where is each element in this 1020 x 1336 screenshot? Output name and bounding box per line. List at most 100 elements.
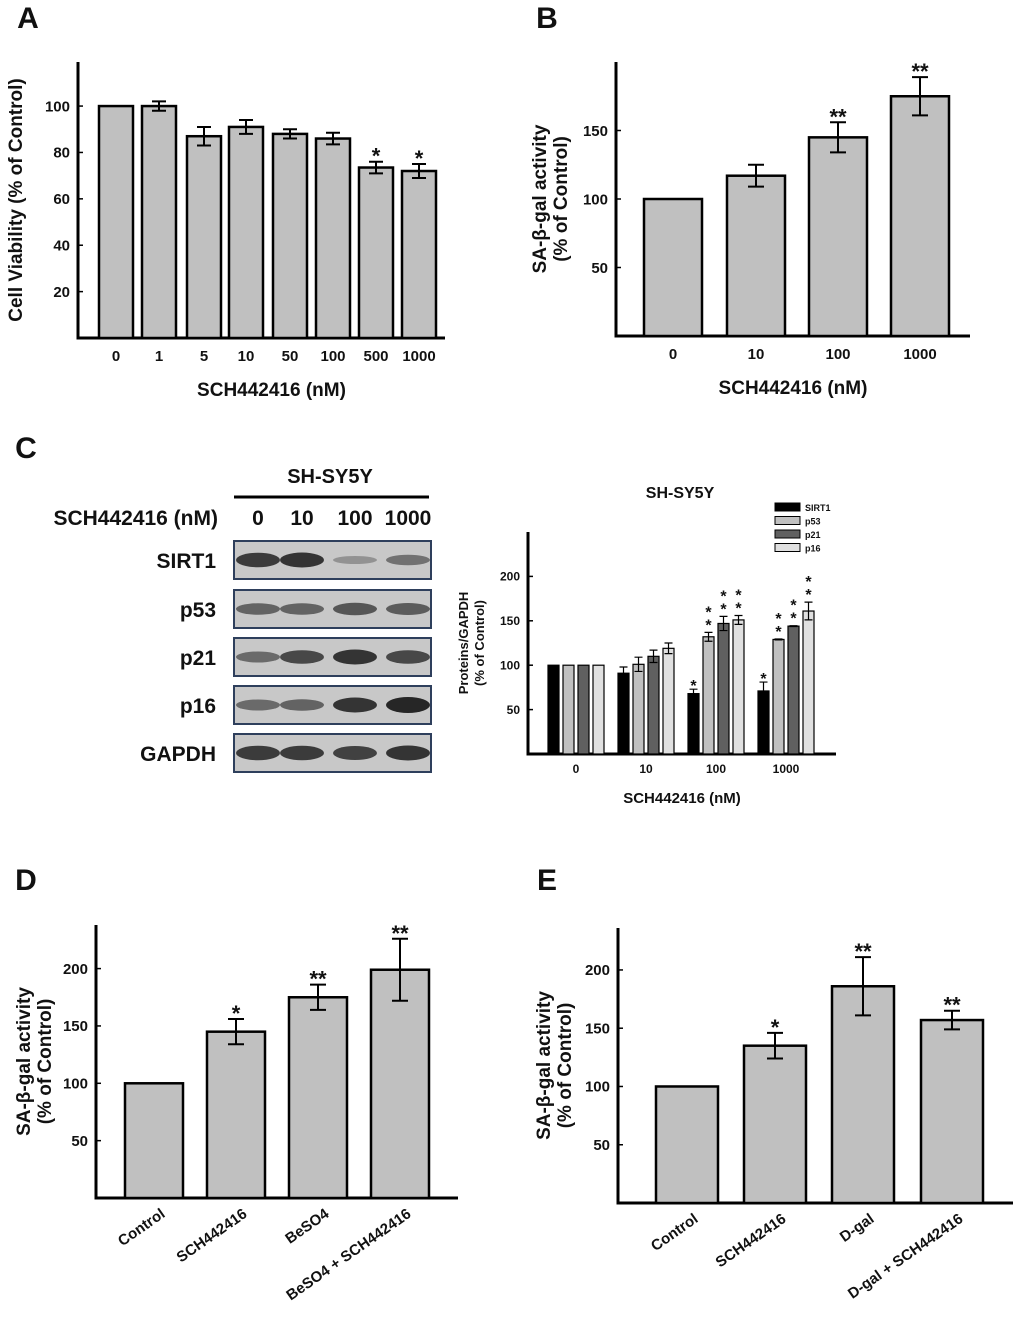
y-tick-label: 80 [53,145,70,162]
x-tick-label: 100 [825,346,850,363]
protein-band [280,603,324,615]
bar [97,104,135,340]
protein-band [236,552,280,568]
protein-band [236,603,280,615]
protein-band [236,745,280,761]
bar-sirt1 [547,664,560,755]
bar-p21 [577,664,590,755]
x-tick-label-text: SCH442416 [713,1210,790,1271]
bar-p16 [732,619,745,755]
x-tick-label: 0 [573,762,580,776]
significance-marker: * [720,601,727,618]
chart-d: SA-β-gal activity(% of Control) Control SC… [14,921,458,1304]
significance-marker: * [735,600,742,617]
error-bar [197,125,211,147]
bar [742,1044,808,1205]
error-bar [944,1009,960,1031]
y-tick-label: 60 [53,191,70,208]
panel-label-d: D [15,864,37,897]
x-tick-label: 1000 [773,762,800,776]
y-tick-label: 40 [53,237,70,254]
y-tick-label: 100 [583,191,608,208]
bar [140,104,178,340]
legend-swatch [774,502,801,512]
bar [185,134,223,340]
panel-label-a: A [17,2,39,35]
bar-p21 [647,655,660,755]
error-bar [855,956,871,1017]
x-tick-label: 1 [155,348,163,365]
protein-band [280,745,324,761]
bar [227,125,265,340]
error-bar [283,128,297,140]
significance-marker: ** [911,59,929,84]
error-bar [369,160,383,175]
x-tick-label: SCH442416 [174,1205,251,1266]
y-axis-label-line: (% of Control) [551,136,572,262]
legend-label: p53 [805,517,821,527]
legend-swatch [774,529,801,539]
x-tick-label: BeSO4 [282,1205,333,1248]
error-bar [412,163,426,179]
chart-title: SH-SY5Y [646,485,715,502]
error-bar [804,601,813,621]
y-axis-label: Proteins/GAPDH(% of Control) [456,592,487,695]
bar-sirt1 [687,693,700,755]
y-tick-label: 50 [71,1133,88,1150]
y-tick-label: 100 [585,1079,610,1096]
x-tick-label-text: Control [115,1205,168,1250]
y-axis-label: SA-β-gal activity(% of Control) [534,991,576,1140]
significance-marker: * [775,611,782,628]
error-bar [789,625,798,628]
western-blot: SCH442416 (nM) SIRT1 p53 p21 p16 GAPDH [53,495,432,773]
blot-row-label: SIRT1 [156,550,216,573]
protein-band [280,650,324,664]
error-bar [310,983,326,1011]
y-axis-label-line: (% of Control) [35,999,56,1125]
x-tick-label-text: SCH442416 [174,1205,251,1266]
y-axis-label-text: SA-β-gal activity(% of Control) [534,991,576,1140]
y-axis-label-line: (% of Control) [472,600,487,686]
error-bar [392,937,408,1002]
y-axis-label: SA-β-gal activity(% of Control) [14,987,56,1136]
bar [807,136,869,338]
x-axis-label: SCH442416 (nM) [197,380,346,401]
error-bar [748,163,764,188]
significance-marker: ** [829,104,847,129]
protein-band [236,651,280,663]
x-tick-label-text: Control [648,1210,701,1255]
error-bar [830,121,846,154]
significance-marker: ** [309,967,327,992]
chart-c: Proteins/GAPDH(% of Control)* *SIRT1****p… [456,502,836,756]
y-tick-label: 150 [585,1020,610,1037]
x-tick-label: 500 [363,348,388,365]
chart-e: SA-β-gal activity(% of Control) Control SC… [534,928,1013,1302]
error-bar [239,118,253,135]
x-tick-label: 10 [238,348,255,365]
bar [123,1082,185,1200]
significance-marker: * [372,144,381,169]
y-axis-label-line: Proteins/GAPDH [456,592,471,695]
y-tick-label: 200 [63,961,88,978]
x-tick-label: 50 [282,348,299,365]
error-bar [228,1018,244,1046]
bar [357,166,395,340]
x-tick-label: 1000 [402,348,435,365]
x-tick-label: Control [648,1210,701,1255]
error-bar [759,681,768,701]
bar-p53 [632,663,645,755]
lane-label: 1000 [385,507,432,530]
significance-marker: * [760,671,767,688]
y-tick-label: 150 [583,123,608,140]
significance-marker: * [805,574,812,591]
significance-marker: * [805,587,812,604]
panel-label-c: C [15,432,37,465]
x-tick-label: Control [115,1205,168,1250]
x-tick-label: 100 [320,348,345,365]
x-tick-label-text: BeSO4 [282,1205,333,1248]
bar [369,968,431,1200]
x-tick-label: SCH442416 [713,1210,790,1271]
x-tick-label: 100 [706,762,726,776]
bar [314,137,352,340]
